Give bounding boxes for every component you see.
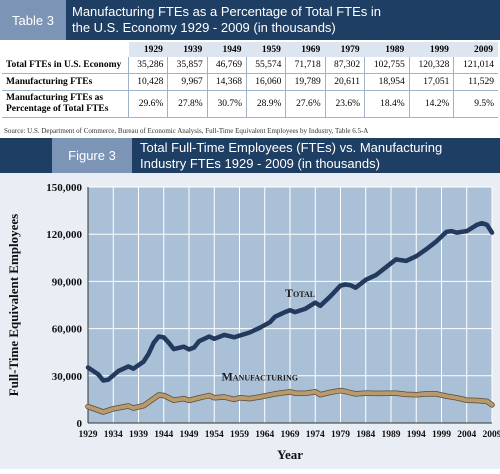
x-tick-label: 1929 <box>79 430 98 440</box>
table-title-line2: the U.S. Economy 1929 - 2009 (in thousan… <box>72 20 381 36</box>
table-cell: 17,051 <box>409 74 454 91</box>
table-row: Total FTEs in U.S. Economy 35,286 35,857… <box>2 57 498 74</box>
x-tick-label: 1979 <box>331 430 350 440</box>
row-label: Total FTEs in U.S. Economy <box>2 57 129 74</box>
x-tick-label: 1999 <box>432 430 451 440</box>
x-tick-label: 1934 <box>104 430 123 440</box>
table-header-row: 1929 1939 1949 1959 1969 1979 1989 1999 … <box>2 42 498 57</box>
series-annotation: Manufacturing <box>221 370 298 384</box>
line-chart: 0 30,000 60,000 90,000 120,000 150,000 1929 193… <box>0 173 500 469</box>
header-blank <box>2 42 129 57</box>
row-label: Manufacturing FTEs <box>2 74 129 91</box>
x-tick-label: 1944 <box>154 430 173 440</box>
year-header: 1969 <box>286 42 325 57</box>
table-cell: 10,428 <box>129 74 168 91</box>
table-cell: 35,286 <box>129 57 168 74</box>
row-label-line2: Percentage of Total FTEs <box>6 104 124 115</box>
year-header: 1999 <box>409 42 454 57</box>
year-header: 1949 <box>207 42 246 57</box>
table-cell: 35,857 <box>168 57 207 74</box>
table-cell: 27.8% <box>168 91 207 118</box>
chart-area: 0 30,000 60,000 90,000 120,000 150,000 1929 193… <box>0 173 500 469</box>
table-row: Manufacturing FTEs as Percentage of Tota… <box>2 91 498 118</box>
figure-title-line2: Industry FTEs 1929 - 2009 (in thousands) <box>140 156 442 172</box>
x-tick-label: 1994 <box>407 430 426 440</box>
year-header: 1959 <box>247 42 286 57</box>
x-tick-label: 1989 <box>382 430 401 440</box>
table-cell: 23.6% <box>325 91 364 118</box>
table-cell: 30.7% <box>207 91 246 118</box>
table-cell: 120,328 <box>409 57 454 74</box>
table-cell: 55,574 <box>247 57 286 74</box>
table-cell: 18,954 <box>365 74 410 91</box>
row-label-line1: Manufacturing FTEs as <box>6 93 124 104</box>
x-tick-label: 1964 <box>255 430 274 440</box>
row-label: Manufacturing FTEs as Percentage of Tota… <box>2 91 129 118</box>
table-cell: 20,611 <box>325 74 364 91</box>
figure-title: Total Full-Time Employees (FTEs) vs. Man… <box>140 140 442 172</box>
table-tag: Table 3 <box>0 0 66 40</box>
table-cell: 14,368 <box>207 74 246 91</box>
x-tick-label: 1954 <box>205 430 224 440</box>
y-tick-label: 120,000 <box>46 229 82 241</box>
table-cell: 9.5% <box>454 91 498 118</box>
x-tick-label: 2004 <box>457 430 476 440</box>
table-cell: 46,769 <box>207 57 246 74</box>
x-tick-label: 1984 <box>356 430 375 440</box>
table-cell: 27.6% <box>286 91 325 118</box>
table-cell: 121,014 <box>454 57 498 74</box>
y-tick-label: 30,000 <box>52 371 83 383</box>
x-tick-label: 1969 <box>281 430 300 440</box>
table-cell: 71,718 <box>286 57 325 74</box>
y-tick-label: 60,000 <box>52 324 83 336</box>
year-header: 2009 <box>454 42 498 57</box>
y-tick-label: 90,000 <box>52 276 83 288</box>
table-cell: 9,967 <box>168 74 207 91</box>
figure-tag: Figure 3 <box>52 138 132 173</box>
table-cell: 87,302 <box>325 57 364 74</box>
x-tick-label: 1959 <box>230 430 249 440</box>
source-note: Source: U.S. Department of Commerce, Bur… <box>4 127 368 135</box>
data-table: 1929 1939 1949 1959 1969 1979 1989 1999 … <box>2 42 498 118</box>
year-header: 1989 <box>365 42 410 57</box>
x-tick-label: 1939 <box>129 430 148 440</box>
table-cell: 29.6% <box>129 91 168 118</box>
x-tick-label: 2009 <box>483 430 500 440</box>
table-cell: 11,529 <box>454 74 498 91</box>
x-tick-label: 1949 <box>180 430 199 440</box>
y-axis-title: Full-Time Equivalent Employees <box>6 214 21 397</box>
table-header: Table 3 Manufacturing FTEs as a Percenta… <box>0 0 500 40</box>
table-title: Manufacturing FTEs as a Percentage of To… <box>72 4 381 36</box>
table-cell: 28.9% <box>247 91 286 118</box>
y-tick-label: 150,000 <box>46 182 82 194</box>
y-tick-label: 0 <box>77 418 83 430</box>
table-cell: 16,060 <box>247 74 286 91</box>
year-header: 1979 <box>325 42 364 57</box>
year-header: 1929 <box>129 42 168 57</box>
table-cell: 19,789 <box>286 74 325 91</box>
table-cell: 14.2% <box>409 91 454 118</box>
x-axis-title: Year <box>277 447 303 462</box>
x-tick-label: 1974 <box>306 430 325 440</box>
table-cell: 18.4% <box>365 91 410 118</box>
series-annotation: Total <box>285 286 315 300</box>
table-row: Manufacturing FTEs 10,428 9,967 14,368 1… <box>2 74 498 91</box>
table-cell: 102,755 <box>365 57 410 74</box>
figure-header: Figure 3 Total Full-Time Employees (FTEs… <box>0 138 500 173</box>
year-header: 1939 <box>168 42 207 57</box>
table-title-line1: Manufacturing FTEs as a Percentage of To… <box>72 4 381 20</box>
figure-title-line1: Total Full-Time Employees (FTEs) vs. Man… <box>140 140 442 156</box>
